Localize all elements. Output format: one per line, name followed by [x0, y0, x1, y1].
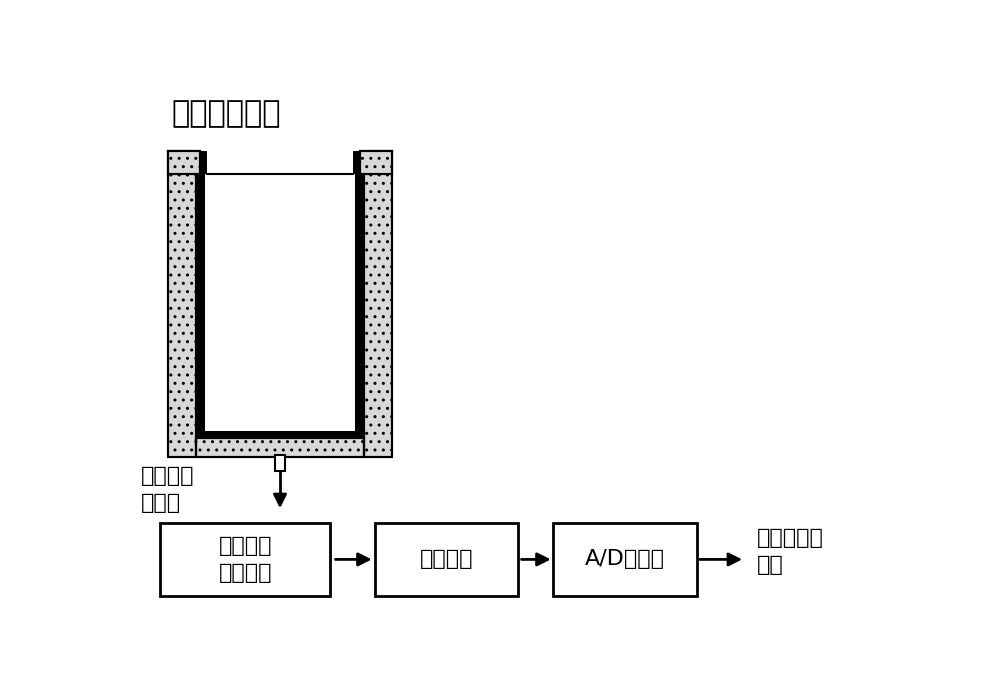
Bar: [168, 151, 196, 457]
Bar: [364, 151, 392, 457]
Bar: [360, 151, 392, 174]
Bar: [364, 151, 392, 457]
Bar: [196, 438, 364, 457]
Bar: [196, 438, 364, 457]
Bar: [168, 151, 196, 457]
Bar: [168, 151, 196, 457]
Text: 数据存储和
下传: 数据存储和 下传: [757, 528, 824, 574]
Text: 放大电路: 放大电路: [420, 549, 473, 570]
Bar: [196, 438, 364, 457]
Bar: [275, 454, 285, 470]
Bar: [168, 151, 200, 174]
Text: A/D变据换: A/D变据换: [585, 549, 665, 570]
Bar: [364, 151, 392, 457]
Bar: [553, 523, 697, 595]
Bar: [160, 523, 330, 595]
Bar: [200, 151, 207, 174]
Bar: [355, 151, 364, 438]
Text: 电流电压
变换电路: 电流电压 变换电路: [218, 536, 272, 583]
Bar: [353, 151, 360, 174]
Bar: [205, 151, 355, 431]
Text: 电流信号
引出端: 电流信号 引出端: [140, 466, 194, 513]
Bar: [168, 151, 200, 174]
Text: 法拉第杯探头: 法拉第杯探头: [172, 99, 281, 128]
Bar: [168, 151, 200, 174]
Bar: [196, 151, 205, 438]
Bar: [360, 151, 392, 174]
Bar: [196, 431, 364, 438]
Bar: [375, 523, 518, 595]
Bar: [360, 151, 392, 174]
